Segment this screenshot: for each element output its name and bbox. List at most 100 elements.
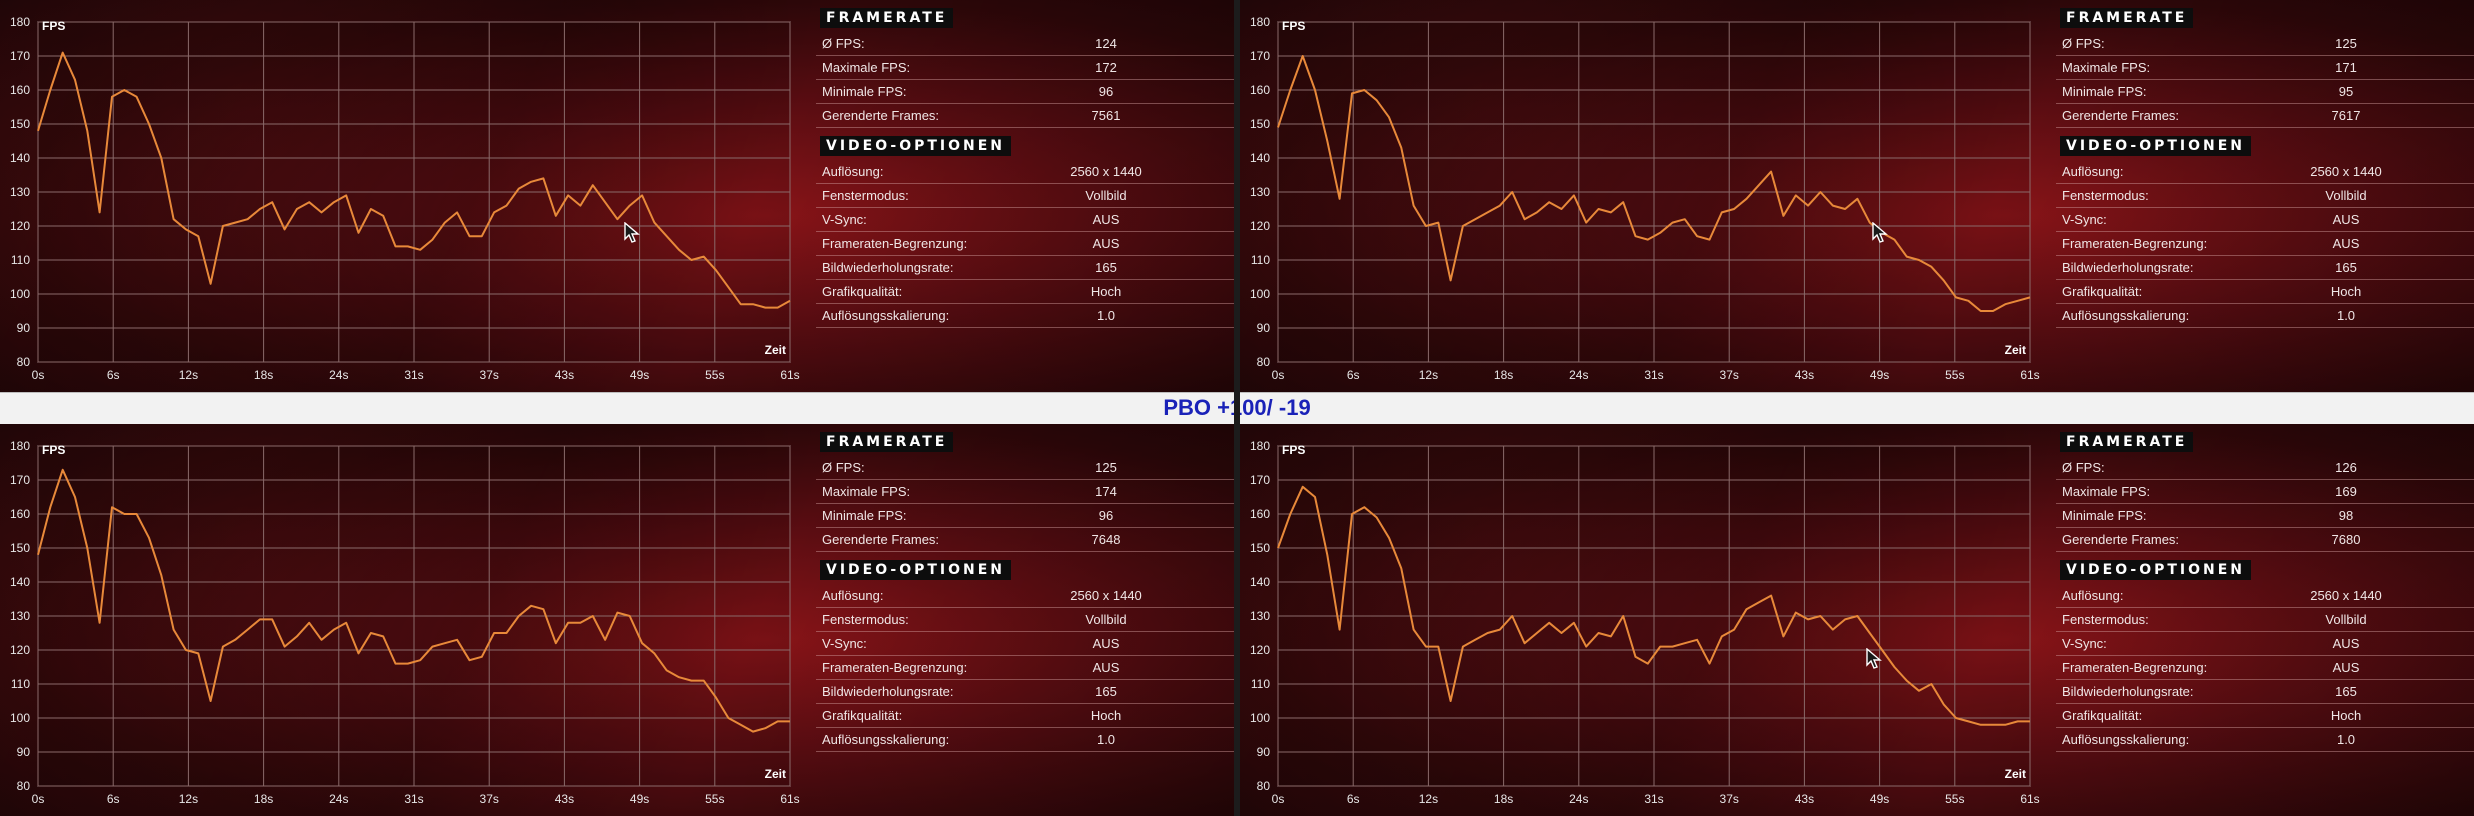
stat-row: Gerenderte Frames: 7561 bbox=[816, 104, 1234, 128]
row-value: AUS bbox=[1092, 236, 1120, 251]
row-value: Hoch bbox=[2330, 708, 2362, 723]
x-tick-label: 0s bbox=[32, 792, 45, 806]
y-tick-label: 170 bbox=[10, 473, 30, 487]
row-value: 124 bbox=[1095, 36, 1117, 51]
stat-row: Gerenderte Frames: 7648 bbox=[816, 528, 1234, 552]
x-tick-label: 43s bbox=[555, 792, 574, 806]
row-label: Frameraten-Begrenzung: bbox=[2062, 236, 2208, 251]
row-label: V-Sync: bbox=[822, 636, 867, 651]
x-tick-label: 61s bbox=[2020, 792, 2039, 806]
fps-series-line bbox=[1277, 55, 2031, 312]
y-tick-label: 100 bbox=[10, 287, 30, 301]
y-tick-label: 80 bbox=[17, 355, 31, 369]
row-label: Grafikqualität: bbox=[822, 708, 903, 723]
row-value: 1.0 bbox=[1096, 732, 1116, 747]
option-row: V-Sync: AUS bbox=[2056, 632, 2474, 656]
y-tick-label: 130 bbox=[1250, 609, 1270, 623]
benchmark-panel-2: 180 170 160 150 140 130 120 110 100 90 80 0s 6s 12s 18… bbox=[1240, 0, 2474, 392]
y-tick-label: 180 bbox=[10, 439, 30, 453]
y-tick-label: 80 bbox=[1257, 355, 1271, 369]
row-label: Grafikqualität: bbox=[822, 284, 903, 299]
x-tick-label: 61s bbox=[780, 368, 799, 382]
option-row: Grafikqualität: Hoch bbox=[2056, 280, 2474, 304]
y-tick-label: 150 bbox=[10, 117, 30, 131]
y-tick-label: 120 bbox=[1250, 219, 1270, 233]
row-label: Auflösungsskalierung: bbox=[822, 308, 950, 323]
stats-panel-3: FRAMERATE Ø FPS: 125 Maximale FPS: 174 Minim… bbox=[816, 432, 1234, 752]
stats-panel-4: FRAMERATE Ø FPS: 126 Maximale FPS: 169 Minim… bbox=[2056, 432, 2474, 752]
y-axis-label: FPS bbox=[42, 19, 65, 33]
option-row: Bildwiederholungsrate: 165 bbox=[2056, 680, 2474, 704]
row-value: Hoch bbox=[1090, 284, 1122, 299]
row-label: Bildwiederholungsrate: bbox=[2062, 684, 2194, 699]
row-value: 171 bbox=[2335, 60, 2357, 75]
x-tick-label: 18s bbox=[254, 368, 273, 382]
x-tick-label: 0s bbox=[1272, 368, 1285, 382]
x-tick-label: 49s bbox=[630, 368, 649, 382]
y-tick-label: 100 bbox=[1250, 711, 1270, 725]
row-value: 125 bbox=[2335, 36, 2357, 51]
framerate-title: FRAMERATE bbox=[2060, 8, 2194, 28]
x-tick-label: 43s bbox=[555, 368, 574, 382]
row-value: AUS bbox=[1092, 636, 1120, 651]
row-label: Minimale FPS: bbox=[2062, 508, 2147, 523]
x-tick-label: 37s bbox=[1720, 792, 1739, 806]
option-row: Frameraten-Begrenzung: AUS bbox=[2056, 656, 2474, 680]
row-value: 1.0 bbox=[1096, 308, 1116, 323]
row-label: Bildwiederholungsrate: bbox=[2062, 260, 2194, 275]
option-row: Bildwiederholungsrate: 165 bbox=[816, 680, 1234, 704]
y-tick-label: 120 bbox=[1250, 643, 1270, 657]
option-row: Frameraten-Begrenzung: AUS bbox=[816, 656, 1234, 680]
y-tick-label: 110 bbox=[11, 677, 30, 691]
row-value: 1.0 bbox=[2336, 308, 2356, 323]
y-tick-label: 160 bbox=[10, 507, 30, 521]
stat-row: Minimale FPS: 96 bbox=[816, 80, 1234, 104]
y-tick-label: 160 bbox=[1250, 83, 1270, 97]
row-value: 165 bbox=[1095, 684, 1117, 699]
x-tick-label: 12s bbox=[1419, 368, 1438, 382]
row-label: Fenstermodus: bbox=[822, 188, 909, 203]
row-label: Auflösungsskalierung: bbox=[822, 732, 950, 747]
benchmark-panel-4: 180 170 160 150 140 130 120 110 100 90 80 0s 6s 12s 18… bbox=[1240, 424, 2474, 816]
y-tick-label: 180 bbox=[1250, 439, 1270, 453]
y-tick-label: 180 bbox=[10, 15, 30, 29]
row-value: 2560 x 1440 bbox=[2310, 164, 2382, 179]
option-row: Fenstermodus: Vollbild bbox=[2056, 184, 2474, 208]
x-tick-label: 31s bbox=[1644, 792, 1663, 806]
row-label: Minimale FPS: bbox=[2062, 84, 2147, 99]
row-value: 95 bbox=[2338, 84, 2354, 99]
row-value: Vollbild bbox=[1085, 612, 1127, 627]
option-row: Auflösung: 2560 x 1440 bbox=[816, 160, 1234, 184]
row-value: 96 bbox=[1098, 84, 1114, 99]
row-label: V-Sync: bbox=[822, 212, 867, 227]
row-value: AUS bbox=[2332, 212, 2360, 227]
option-row: Auflösungsskalierung: 1.0 bbox=[2056, 728, 2474, 752]
row-value: 7680 bbox=[2331, 532, 2361, 547]
y-tick-label: 130 bbox=[10, 185, 30, 199]
video-options-title: VIDEO-OPTIONEN bbox=[820, 560, 1012, 580]
row-value: Vollbild bbox=[2325, 612, 2367, 627]
row-label: Ø FPS: bbox=[2062, 460, 2105, 475]
stat-row: Minimale FPS: 98 bbox=[2056, 504, 2474, 528]
stat-row: Maximale FPS: 169 bbox=[2056, 480, 2474, 504]
option-row: Auflösungsskalierung: 1.0 bbox=[816, 728, 1234, 752]
row-label: Maximale FPS: bbox=[822, 60, 911, 75]
stat-row: Gerenderte Frames: 7680 bbox=[2056, 528, 2474, 552]
fps-series-line bbox=[37, 51, 791, 309]
fps-series-line bbox=[1277, 485, 2030, 726]
y-tick-label: 150 bbox=[1250, 541, 1270, 555]
row-label: Auflösung: bbox=[2062, 588, 2124, 603]
benchmark-panel-1: 180 170 160 150 140 130 120 110 100 90 80 0s 6s 12s 18… bbox=[0, 0, 1234, 392]
y-axis-label: FPS bbox=[1282, 19, 1305, 33]
x-tick-label: 55s bbox=[705, 792, 724, 806]
row-value: 2560 x 1440 bbox=[1070, 164, 1142, 179]
benchmark-panel-3: 180 170 160 150 140 130 120 110 100 90 80 0s 6s 12s 18… bbox=[0, 424, 1234, 816]
y-tick-label: 80 bbox=[17, 779, 31, 793]
x-tick-label: 12s bbox=[1419, 792, 1438, 806]
row-label: Gerenderte Frames: bbox=[822, 108, 940, 123]
x-tick-label: 31s bbox=[1644, 368, 1663, 382]
y-tick-label: 100 bbox=[1250, 287, 1270, 301]
x-tick-label: 61s bbox=[780, 792, 799, 806]
row-value: AUS bbox=[1092, 212, 1120, 227]
